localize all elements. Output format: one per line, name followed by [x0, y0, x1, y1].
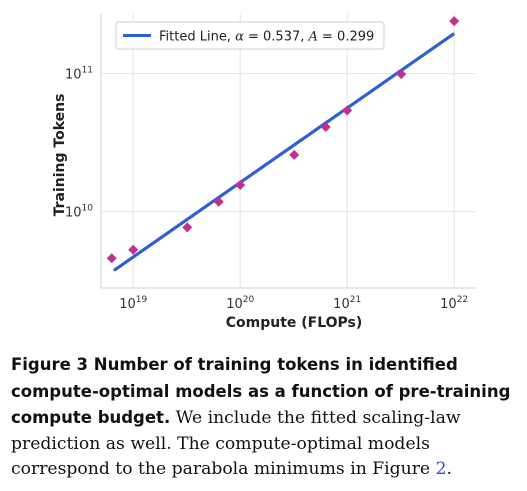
grid [101, 14, 476, 288]
tick-labels: 1019 1020 1021 1022 1010 1011 [65, 66, 468, 312]
x-tick-label: 1022 [440, 295, 468, 312]
y-tick-label: 1011 [65, 66, 93, 83]
data-point [396, 69, 407, 80]
data-point [342, 105, 353, 116]
caption-lead: Figure 3 Number of training tokens in id… [11, 355, 511, 427]
x-tick-label: 1021 [333, 295, 361, 312]
legend-label: Fitted Line, α = 0.537, A = 0.299 [159, 30, 374, 45]
caption-end: . [446, 459, 452, 479]
figure-caption: Figure 3 Number of training tokens in id… [11, 352, 517, 483]
figure-reference-link[interactable]: 2 [435, 459, 447, 479]
plot-marks [106, 16, 460, 272]
data-point [213, 196, 224, 207]
legend: Fitted Line, α = 0.537, A = 0.299 [115, 21, 385, 50]
legend-box [115, 21, 385, 50]
y-tick-label: 1010 [65, 204, 93, 221]
data-point [320, 122, 331, 133]
x-tick-label: 1020 [226, 295, 254, 312]
data-point [182, 222, 193, 233]
data-point [106, 253, 117, 264]
fitted-line [112, 32, 456, 272]
axes [100, 14, 476, 289]
x-axis-label: Compute (FLOPs) [226, 315, 363, 331]
x-tick-label: 1019 [119, 295, 147, 312]
data-point [449, 16, 460, 27]
data-point [289, 149, 300, 160]
data-point [235, 179, 246, 190]
data-point [128, 244, 139, 255]
caption-body: We include the fitted scaling-law predic… [11, 408, 461, 479]
y-axis-label: Training Tokens [52, 94, 68, 217]
chart-figure: 1019 1020 1021 1022 1010 1011 Compute (FLOPs)… [52, 14, 476, 331]
